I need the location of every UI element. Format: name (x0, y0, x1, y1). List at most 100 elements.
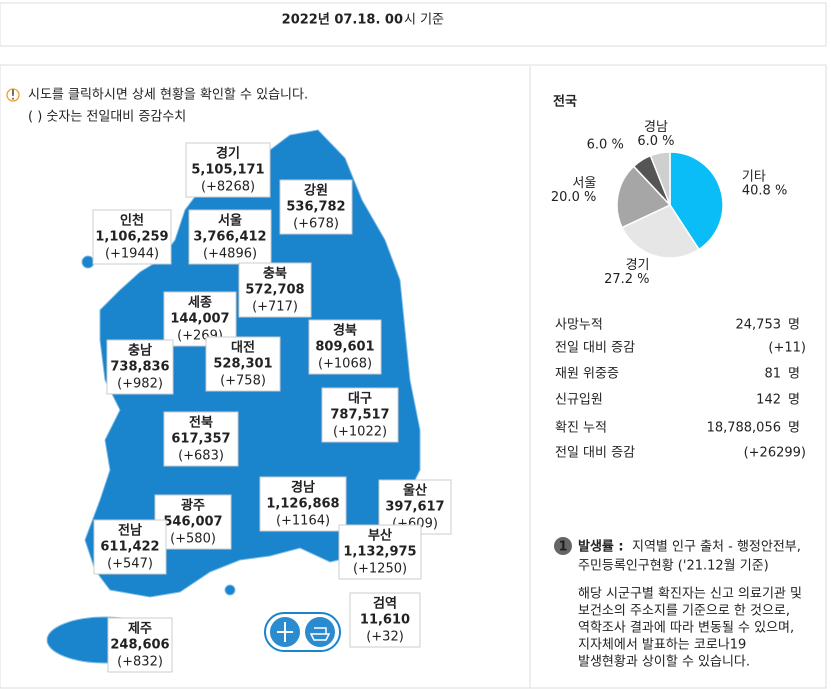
region-box-bg[interactable] (205, 336, 281, 392)
notice: ( ) 숫자는 전일대비 증감수치 (28, 110, 186, 125)
stat-value: 18,788,056 (707, 421, 781, 436)
info-icon-glyph: ! (10, 89, 15, 104)
port-button[interactable] (305, 617, 335, 647)
stat-label: 사망누적 (555, 318, 603, 333)
region-name: 충북 (263, 266, 287, 282)
region-total: 11,610 (360, 613, 410, 628)
region-total: 397,617 (385, 500, 444, 515)
region-box-bg[interactable] (279, 179, 353, 235)
region-box-bg[interactable] (163, 411, 239, 467)
region-name: 경남 (291, 480, 315, 496)
region-box-bg[interactable] (185, 142, 271, 198)
region-box-bg[interactable] (238, 262, 312, 318)
region-box-bg[interactable] (349, 592, 421, 648)
stat-value: 81 (764, 367, 781, 382)
region-change: (+4896) (203, 247, 257, 262)
footnote-note: 보건소의 주소지를 기준으로 한 것으로, (578, 604, 790, 619)
region-total: 546,007 (163, 515, 222, 530)
region-box[interactable]: 인천1,106,259 (+1944) (92, 209, 172, 265)
footnote-note: 지자체에서 발표하는 코로나19 (578, 638, 746, 653)
region-box-bg[interactable] (338, 524, 422, 580)
region-box-bg[interactable] (188, 209, 272, 265)
region-name: 강원 (304, 183, 328, 199)
region-total: 3,766,412 (193, 230, 266, 245)
footnote-source: 주민등록인구현황 ('21.12월 기준) (578, 559, 769, 574)
pie-category-label: 서울 (572, 176, 596, 191)
region-name: 제주 (128, 622, 152, 637)
pie-slice (621, 204, 700, 259)
region-name: 전남 (118, 523, 142, 539)
stat-label: 신규입원 (555, 393, 603, 408)
stat-label: 전일 대비 증감 (555, 341, 635, 356)
region-change: (+982) (117, 377, 163, 392)
region-name: 인천 (120, 213, 144, 229)
region-name: 광주 (181, 499, 205, 514)
region-box-bg[interactable] (107, 617, 173, 673)
region-box-bg[interactable] (321, 387, 399, 443)
pie-slice (649, 151, 671, 206)
region-name: 대구 (348, 392, 372, 407)
region-box[interactable]: 부산1,132,975 (+1250) (338, 524, 422, 580)
region-change: (+1164) (276, 514, 330, 529)
region-total: 248,606 (110, 638, 169, 653)
region-total: 144,007 (170, 312, 229, 327)
panel-title: 전국 (553, 94, 577, 110)
footnote-badge (554, 537, 572, 555)
stat-value: (+11) (768, 341, 806, 356)
region-total: 1,106,259 (95, 230, 168, 245)
region-name: 울산 (403, 483, 427, 499)
pie-category-label: 경기 (626, 258, 650, 273)
region-name: 충남 (128, 343, 152, 359)
island (81, 255, 95, 269)
stat-label: 재원 위중증 (555, 367, 619, 382)
region-change: (+8268) (201, 180, 255, 195)
pie-value-label: 6.0 % (587, 138, 624, 153)
region-total: 809,601 (315, 340, 374, 355)
stat-label: 전일 대비 증감 (555, 446, 635, 461)
info-icon (6, 88, 20, 102)
region-change: (+717) (252, 300, 298, 315)
region-box[interactable]: 경남1,126,868 (+1164) (259, 476, 347, 532)
region-box-bg[interactable] (259, 476, 347, 532)
stat-value: (+26299) (744, 446, 806, 461)
region-box-bg[interactable] (154, 494, 232, 550)
pie-category-label: 기타 (742, 169, 766, 184)
region-change: (+758) (220, 374, 266, 389)
stat-label: 확진 누적 (555, 421, 607, 436)
region-change: (+1068) (318, 357, 372, 372)
region-change: (+1944) (105, 247, 159, 262)
region-box-bg[interactable] (106, 339, 174, 395)
region-total: 5,105,171 (191, 163, 264, 178)
pie-category-label: 경남 (644, 120, 668, 135)
ship-icon (309, 627, 331, 641)
region-name: 경기 (216, 146, 240, 162)
region-total: 617,357 (171, 432, 230, 447)
region-box-bg[interactable] (308, 319, 382, 375)
region-name: 세종 (188, 296, 212, 311)
footnote-source: 지역별 인구 출처 - 행정안전부, (632, 539, 801, 555)
island (224, 584, 236, 596)
region-name: 전북 (189, 415, 213, 431)
region-box[interactable]: 경기5,105,171 (+8268) (185, 142, 271, 198)
region-change: (+1022) (333, 425, 387, 440)
footnote-note: 역학조사 결과에 따라 변동될 수 있으며, (578, 621, 794, 636)
region-box-bg[interactable] (93, 519, 167, 575)
region-change: (+832) (117, 655, 163, 670)
region-box-bg[interactable] (92, 209, 172, 265)
region-box[interactable]: 서울3,766,412 (+4896) (188, 209, 272, 265)
footnote-note: 해당 시군구별 확진자는 신고 의료기관 및 (578, 587, 802, 602)
pie-value-label: 27.2 % (604, 272, 649, 287)
date: 2022년 07.18. 00 (282, 13, 403, 28)
stat-unit: 명 (788, 393, 800, 408)
